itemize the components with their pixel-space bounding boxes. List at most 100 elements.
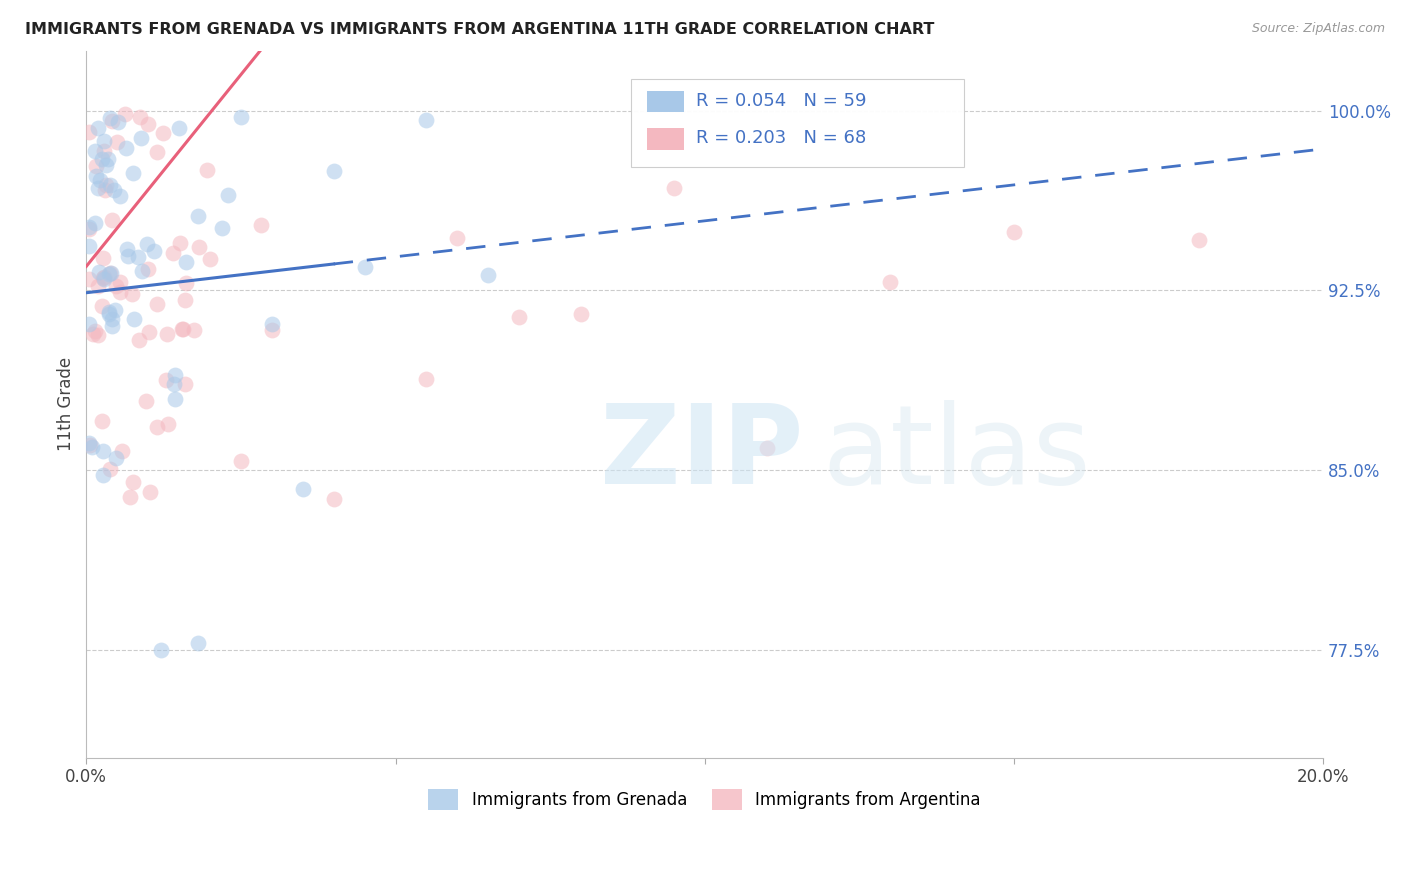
Point xyxy=(135,393,157,408)
Point xyxy=(155,373,177,387)
Point xyxy=(174,255,197,269)
Point xyxy=(83,216,105,230)
Point xyxy=(79,272,101,286)
Point xyxy=(138,325,160,339)
Point xyxy=(163,377,186,392)
Point xyxy=(146,296,169,310)
Point xyxy=(217,188,239,202)
Point xyxy=(79,318,101,332)
Point xyxy=(98,111,121,125)
Point xyxy=(415,113,437,128)
Point xyxy=(98,462,121,476)
Point xyxy=(107,114,129,128)
Point xyxy=(183,323,205,337)
Point xyxy=(1188,233,1211,247)
Point xyxy=(174,293,197,308)
Point xyxy=(79,239,101,253)
Bar xyxy=(647,128,683,150)
Point xyxy=(139,484,162,499)
Y-axis label: 11th Grade: 11th Grade xyxy=(58,357,75,451)
Point xyxy=(188,240,211,254)
Point xyxy=(97,305,120,319)
Point xyxy=(152,126,174,140)
Text: R = 0.054   N = 59: R = 0.054 N = 59 xyxy=(696,92,866,110)
Point xyxy=(84,324,107,338)
Point xyxy=(170,321,193,335)
Point xyxy=(79,436,101,450)
Point xyxy=(322,492,344,507)
Point xyxy=(80,441,103,455)
Point xyxy=(93,270,115,285)
FancyBboxPatch shape xyxy=(630,79,965,168)
Point xyxy=(122,166,145,180)
Point xyxy=(131,264,153,278)
Point xyxy=(167,121,190,136)
Point xyxy=(156,326,179,341)
Point xyxy=(98,267,121,281)
Point xyxy=(121,287,143,301)
Point xyxy=(165,368,187,382)
Point xyxy=(129,110,152,124)
Point xyxy=(755,442,778,456)
Point xyxy=(84,169,107,184)
Point xyxy=(157,417,180,431)
Point xyxy=(104,302,127,317)
Point xyxy=(477,268,499,282)
Text: IMMIGRANTS FROM GRENADA VS IMMIGRANTS FROM ARGENTINA 11TH GRADE CORRELATION CHAR: IMMIGRANTS FROM GRENADA VS IMMIGRANTS FR… xyxy=(25,22,935,37)
Point xyxy=(446,231,468,245)
Point xyxy=(415,372,437,386)
Point xyxy=(127,251,149,265)
Point xyxy=(89,172,111,186)
Point xyxy=(91,251,114,265)
Point xyxy=(91,152,114,166)
Point xyxy=(165,392,187,406)
Point xyxy=(118,490,141,504)
Point xyxy=(195,163,218,178)
Point xyxy=(249,218,271,232)
Point xyxy=(86,328,108,343)
Point xyxy=(104,451,127,466)
Point xyxy=(79,220,101,235)
Point xyxy=(260,323,283,337)
Point xyxy=(122,312,145,326)
Text: Source: ZipAtlas.com: Source: ZipAtlas.com xyxy=(1251,22,1385,36)
Legend: Immigrants from Grenada, Immigrants from Argentina: Immigrants from Grenada, Immigrants from… xyxy=(422,783,987,816)
Point xyxy=(569,308,592,322)
Point xyxy=(84,144,107,158)
Point xyxy=(129,130,152,145)
Point xyxy=(94,178,117,192)
Point xyxy=(508,310,530,325)
Point xyxy=(322,163,344,178)
Point xyxy=(87,121,110,136)
Point xyxy=(90,299,112,313)
Point xyxy=(114,107,136,121)
Point xyxy=(91,271,114,285)
Point xyxy=(108,275,131,289)
Point xyxy=(128,333,150,347)
Point xyxy=(84,159,107,173)
Point xyxy=(145,420,167,434)
Point xyxy=(93,135,115,149)
Point xyxy=(105,278,128,293)
Point xyxy=(79,438,101,452)
Point xyxy=(103,183,125,197)
Point xyxy=(169,236,191,251)
Point xyxy=(79,125,101,139)
Point xyxy=(90,414,112,428)
Point xyxy=(101,311,124,326)
Point xyxy=(91,467,114,482)
Point xyxy=(173,376,195,391)
Point xyxy=(662,181,685,195)
Point xyxy=(100,266,122,280)
Point xyxy=(87,181,110,195)
Point xyxy=(93,183,115,197)
Point xyxy=(142,244,165,259)
Point xyxy=(211,221,233,235)
Point xyxy=(105,136,128,150)
Point xyxy=(187,635,209,649)
Point xyxy=(174,277,197,291)
Point xyxy=(172,322,194,336)
Point xyxy=(1002,225,1025,239)
Point xyxy=(117,249,139,263)
Point xyxy=(101,113,124,128)
